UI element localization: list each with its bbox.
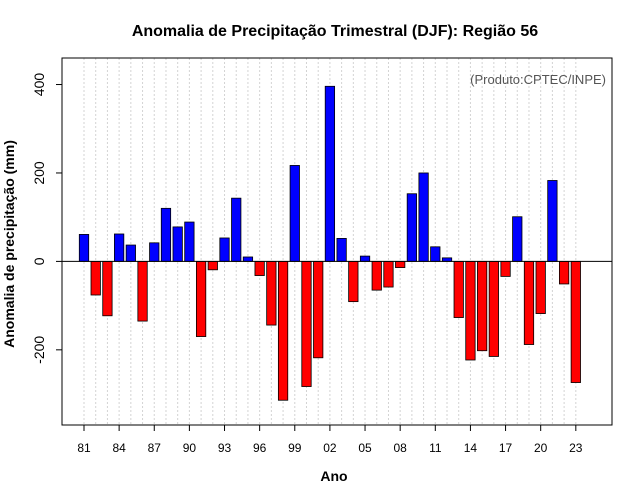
- x-tick-label: 05: [358, 441, 372, 455]
- bar: [149, 242, 160, 262]
- bar: [348, 260, 359, 303]
- bar: [523, 260, 535, 345]
- bar: [500, 260, 511, 277]
- bar: [207, 260, 218, 271]
- x-tick-label: 84: [112, 441, 126, 455]
- x-tick-label: 23: [569, 441, 583, 455]
- x-tick-label: 96: [253, 441, 267, 455]
- bar: [371, 260, 382, 291]
- bar: [90, 260, 101, 296]
- y-tick-label: 400: [31, 73, 47, 97]
- chart-title: Anomalia de Precipitação Trimestral (DJF…: [132, 23, 538, 40]
- x-axis-label: Ano: [320, 468, 347, 484]
- bar: [324, 85, 336, 262]
- bar: [277, 260, 289, 401]
- y-axis-label: Anomalia de precipitação (mm): [1, 140, 17, 348]
- x-tick-label: 17: [499, 441, 513, 455]
- bar: [559, 260, 570, 285]
- bar: [289, 165, 300, 262]
- bar: [184, 221, 195, 262]
- x-tick-label: 87: [148, 441, 162, 455]
- x-tick-label: 14: [464, 441, 478, 455]
- bar: [465, 260, 476, 361]
- bar: [160, 207, 172, 262]
- x-tick-label: 02: [323, 441, 337, 455]
- plot-frame: [61, 57, 613, 426]
- bar: [254, 260, 265, 276]
- bar: [231, 197, 242, 262]
- bar: [172, 226, 183, 262]
- y-tick-label: 0: [31, 257, 47, 265]
- bar: [219, 237, 230, 262]
- bar: [125, 244, 136, 262]
- bar: [114, 233, 125, 262]
- bar: [430, 246, 441, 262]
- bar: [535, 260, 546, 314]
- bar: [453, 260, 464, 318]
- bar: [359, 255, 371, 262]
- x-axis: 81 84 87 90 93 96 99 02 05 08 11 14 17 20 23: [77, 425, 583, 455]
- bar: [242, 256, 254, 262]
- bar: [418, 172, 429, 262]
- bar: [102, 260, 113, 317]
- bar: [336, 238, 347, 262]
- grid: [83, 58, 577, 425]
- bar: [406, 193, 417, 262]
- bar: [570, 260, 581, 383]
- bar: [441, 257, 453, 262]
- x-tick-label: 90: [183, 441, 197, 455]
- bar: [266, 260, 277, 326]
- bar: [477, 260, 488, 352]
- bar: [78, 234, 90, 262]
- bar: [488, 260, 499, 357]
- bar: [195, 260, 207, 337]
- x-tick-label: 81: [77, 441, 91, 455]
- x-tick-label: 99: [288, 441, 302, 455]
- y-tick-label: 200: [31, 161, 47, 185]
- x-tick-label: 20: [534, 441, 548, 455]
- x-tick-label: 93: [218, 441, 232, 455]
- x-tick-label: 11: [429, 441, 442, 455]
- source-annotation: (Produto:CPTEC/INPE): [470, 72, 606, 87]
- bar: [137, 260, 148, 322]
- bar: [512, 216, 523, 262]
- bar: [313, 260, 324, 359]
- bar: [547, 180, 558, 262]
- bar: [301, 260, 312, 387]
- y-tick-label: -200: [31, 336, 47, 364]
- bars: [78, 85, 581, 401]
- bar: [383, 260, 394, 288]
- x-tick-label: 08: [393, 441, 407, 455]
- y-axis: -200 0 200 400: [31, 73, 62, 364]
- bar: [395, 260, 406, 268]
